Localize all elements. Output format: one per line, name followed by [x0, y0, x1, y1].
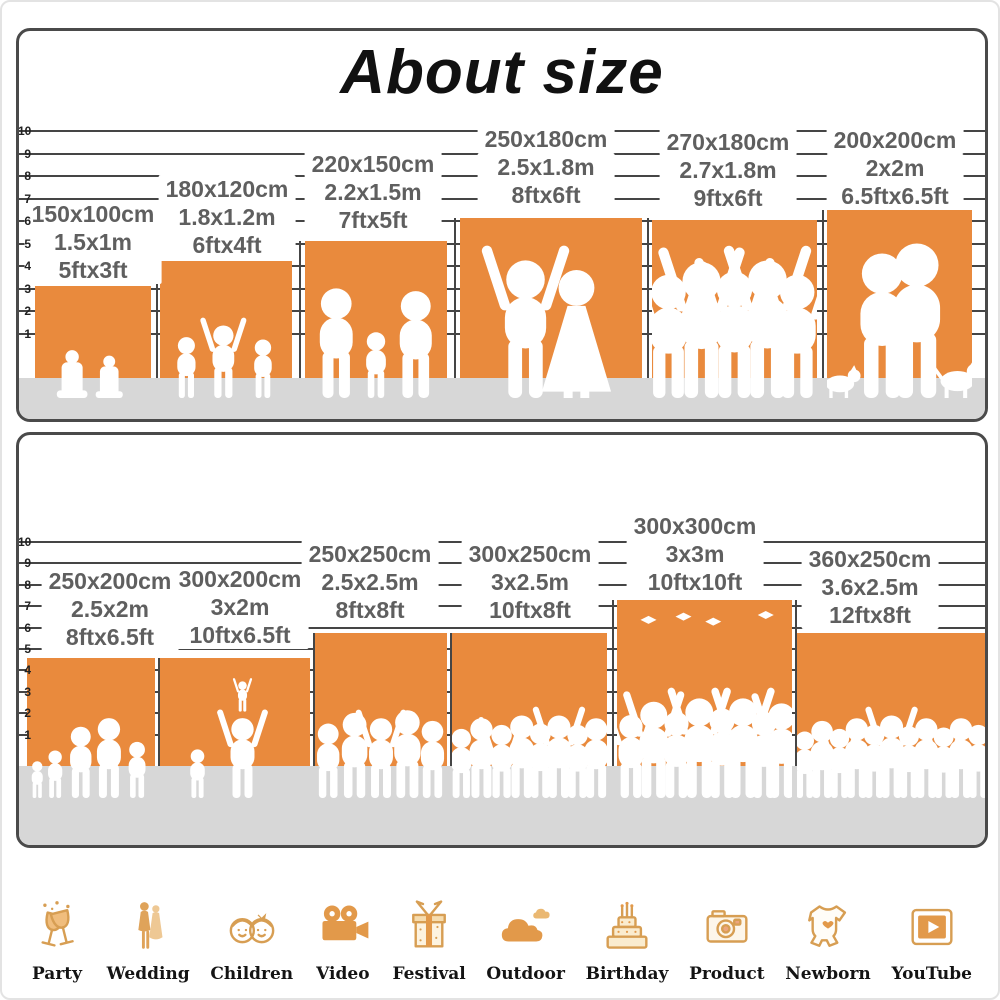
- ruler-number: 3: [24, 281, 31, 296]
- category-label: Wedding: [106, 964, 190, 984]
- ruler-number: 9: [24, 556, 31, 571]
- ruler-number: 8: [24, 169, 31, 183]
- size-label-180x120: 180x120cm 1.8x1.2m 6ftx4ft: [158, 175, 296, 259]
- category-label: YouTube: [891, 964, 972, 984]
- floor: [19, 378, 985, 419]
- birthday-cake-icon: [606, 901, 648, 949]
- ruler-number: 7: [24, 599, 31, 614]
- ruler-number: 5: [24, 236, 31, 251]
- category-label: Outdoor: [486, 964, 565, 984]
- size-label-250x200: 250x200cm 2.5x2m 8ftx6.5ft: [41, 567, 179, 651]
- category-newborn: Newborn: [785, 898, 871, 984]
- ruler-number: 3: [24, 684, 31, 699]
- measuring-pole: [789, 600, 802, 766]
- category-outdoor: Outdoor: [486, 898, 565, 984]
- measuring-pole: [444, 633, 457, 766]
- size-rectangle: [452, 633, 607, 766]
- ruler-number: 10: [18, 535, 32, 549]
- wedding-couple-icon: [138, 902, 163, 949]
- measuring-pole: [817, 210, 829, 378]
- size-label-270x180: 270x180cm 2.7x1.8m 9ftx6ft: [659, 128, 797, 212]
- category-party: Party: [28, 898, 86, 984]
- size-panel-bottom: 10 9 8 7 6 5 4 3 2 1 250x200cm 2.5x2m 8ftx6.5ft 3…: [16, 432, 988, 848]
- size-rectangle: [160, 261, 292, 378]
- category-label: Party: [31, 964, 83, 984]
- baby-onesie-icon: [808, 905, 847, 947]
- size-label-250x180: 250x180cm 2.5x1.8m 8ftx6ft: [477, 125, 615, 209]
- ruler-number: 2: [24, 706, 31, 721]
- size-label-300x300: 300x300cm 3x3m 10ftx10ft: [626, 512, 764, 596]
- size-rectangle: [827, 210, 972, 378]
- category-label: Product: [689, 964, 765, 984]
- party-glasses-icon: [41, 901, 74, 947]
- category-label: Newborn: [785, 964, 871, 984]
- category-birthday: Birthday: [585, 898, 669, 984]
- size-label-300x200: 300x200cm 3x2m 10ftx6.5ft: [171, 565, 309, 649]
- category-wedding: Wedding: [107, 898, 190, 984]
- ruler-number: 2: [24, 304, 31, 318]
- category-row: Party Wedding: [2, 898, 998, 984]
- ruler-number: 6: [24, 620, 31, 635]
- size-label-300x250: 300x250cm 3x2.5m 10ftx8ft: [461, 540, 599, 624]
- size-label-220x150: 220x150cm 2.2x1.5m 7ftx5ft: [304, 150, 442, 234]
- category-youtube: YouTube: [891, 898, 972, 984]
- category-product: Product: [689, 898, 765, 984]
- ruler-number: 1: [24, 727, 31, 742]
- video-camera-icon: [322, 905, 369, 941]
- gridline: [19, 626, 985, 629]
- ruler-number: 6: [24, 214, 31, 228]
- category-video: Video: [314, 898, 372, 984]
- size-label-150x100: 150x100cm 1.5x1m 5ftx3ft: [24, 200, 162, 284]
- ruler-number: 7: [24, 191, 31, 206]
- size-panel-top: About size 10 9 8 7 6 5 4 3 2 1 150x100cm 1.5x1m …: [16, 28, 988, 422]
- measuring-pole: [307, 633, 320, 766]
- size-rectangle: [27, 658, 155, 766]
- size-label-360x250: 360x250cm 3.6x2.5m 12ftx8ft: [801, 545, 939, 629]
- size-rectangle: [652, 220, 817, 378]
- measuring-pole: [152, 658, 165, 766]
- ruler-number: 5: [24, 642, 31, 656]
- size-rectangle: [617, 600, 792, 766]
- category-children: Children: [210, 898, 293, 984]
- ruler-number: 8: [24, 577, 31, 592]
- ruler-number: 1: [24, 326, 31, 341]
- page-title: About size: [340, 38, 664, 107]
- category-label: Video: [316, 964, 370, 984]
- measuring-pole: [150, 261, 163, 378]
- category-festival: Festival: [393, 898, 466, 984]
- measuring-pole: [448, 218, 461, 378]
- gift-box-icon: [412, 900, 447, 948]
- size-rectangle: [797, 633, 985, 766]
- size-rectangle: [35, 286, 151, 378]
- size-label-250x250: 250x250cm 2.5x2.5m 8ftx8ft: [301, 540, 439, 624]
- cloud-icon: [501, 908, 550, 942]
- children-faces-icon: [229, 913, 275, 944]
- measuring-pole: [642, 218, 654, 378]
- ruler-number: 4: [24, 259, 31, 273]
- size-rectangle: [460, 218, 642, 378]
- category-label: Birthday: [585, 964, 669, 984]
- play-button-icon: [911, 908, 953, 946]
- size-rectangle: [315, 633, 447, 766]
- floor: [19, 766, 985, 845]
- ruler-number: 10: [18, 124, 32, 138]
- photo-camera-icon: [706, 910, 748, 943]
- size-rectangle: [160, 658, 310, 766]
- category-label: Festival: [392, 964, 466, 984]
- measuring-pole: [293, 241, 306, 378]
- category-label: Children: [210, 964, 294, 984]
- measuring-pole: [607, 600, 619, 766]
- ruler-number: 9: [24, 146, 31, 161]
- size-label-200x200: 200x200cm 2x2m 6.5ftx6.5ft: [826, 126, 964, 210]
- ruler-number: 4: [24, 663, 31, 678]
- size-rectangle: [305, 241, 447, 378]
